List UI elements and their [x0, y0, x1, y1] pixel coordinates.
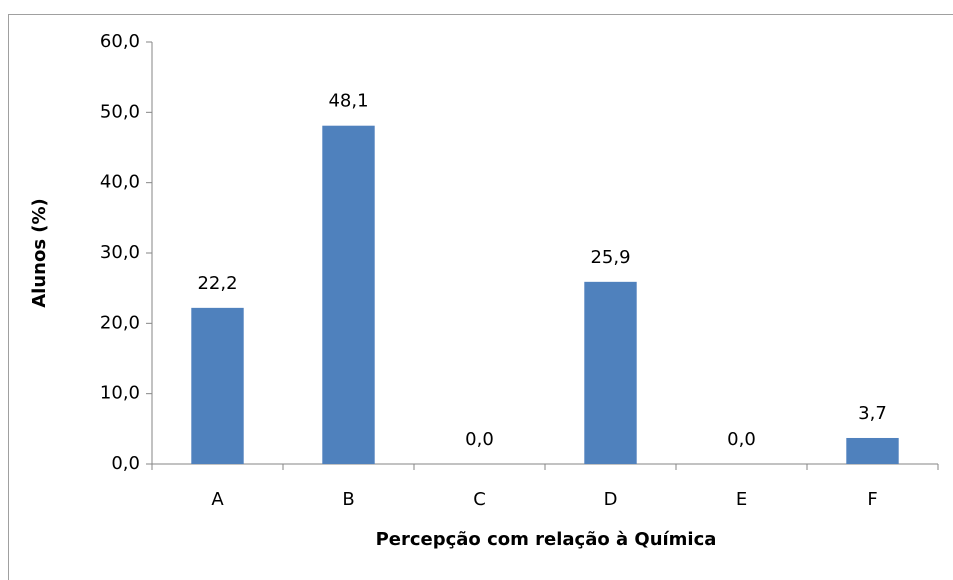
y-tick-label: 20,0	[100, 312, 140, 333]
y-axis-title: Alunos (%)	[29, 198, 50, 308]
data-label: 0,0	[465, 429, 494, 450]
y-tick-label: 0,0	[111, 453, 140, 474]
x-tick-label: C	[473, 489, 486, 510]
bar	[322, 125, 375, 465]
y-tick-label: 60,0	[100, 31, 140, 52]
bar	[846, 437, 899, 464]
bar	[191, 307, 244, 464]
bar	[584, 281, 637, 464]
x-tick-label: F	[867, 489, 877, 510]
x-tick-label: A	[211, 489, 224, 510]
x-tick-label: D	[604, 489, 618, 510]
x-tick-label: B	[342, 489, 354, 510]
y-tick-label: 50,0	[100, 101, 140, 122]
data-label: 22,2	[197, 273, 237, 294]
data-label: 25,9	[590, 247, 630, 268]
x-axis-title: Percepção com relação à Química	[376, 529, 717, 550]
chart-frame	[8, 14, 953, 580]
x-tick-label: E	[736, 489, 747, 510]
data-label: 3,7	[858, 403, 887, 424]
data-label: 48,1	[328, 91, 368, 112]
data-label: 0,0	[727, 429, 756, 450]
y-tick-label: 40,0	[100, 172, 140, 193]
y-tick-label: 10,0	[100, 383, 140, 404]
y-tick-label: 30,0	[100, 242, 140, 263]
